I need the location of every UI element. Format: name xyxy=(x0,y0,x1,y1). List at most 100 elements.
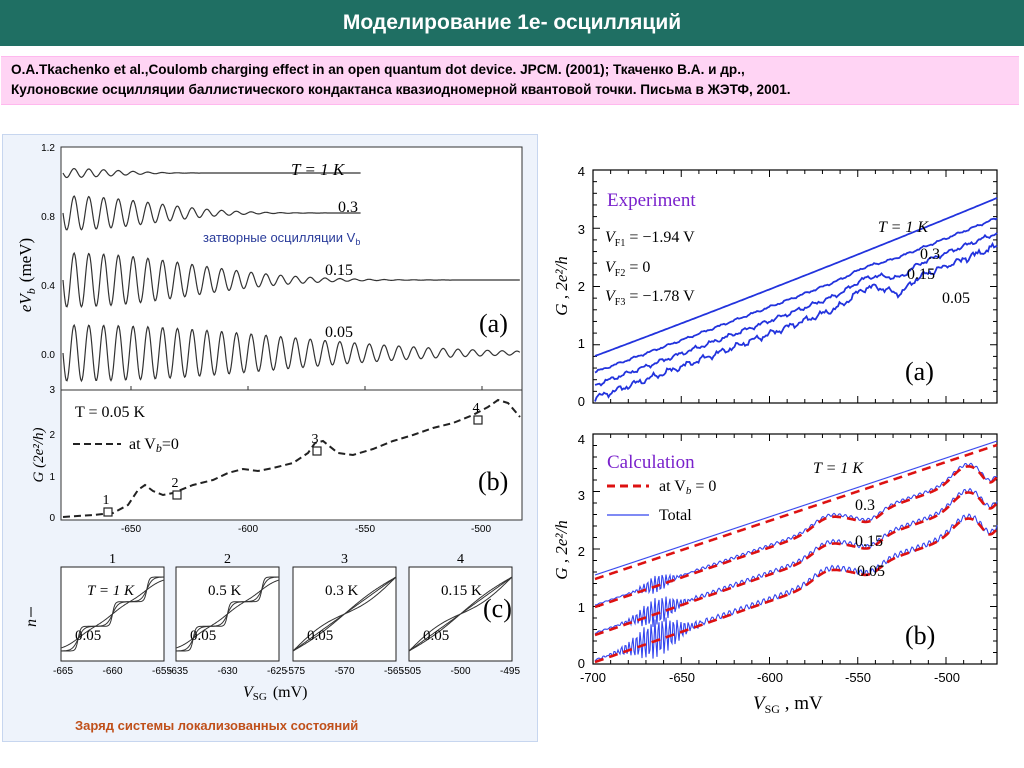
experiment-ylabel: G , 2e²/h xyxy=(552,256,571,315)
calculation-ytick: 3 xyxy=(578,488,585,503)
panel-c-staircase-curve xyxy=(176,576,279,652)
reference-box: O.A.Tkachenko et al.,Coulomb charging ef… xyxy=(1,56,1019,105)
experiment-ytick: 3 xyxy=(578,222,585,237)
calculation-ytick: 0 xyxy=(578,656,585,671)
experiment-title: Experiment xyxy=(607,190,696,211)
panel-b-xtick: -550 xyxy=(355,524,375,535)
experiment-label: (a) xyxy=(905,357,934,386)
experiment-ytick: 0 xyxy=(578,394,585,409)
slide-title: Моделирование 1е- осцилляций xyxy=(0,0,1024,46)
calculation-panel: 4 3 2 1 0 Calculation at Vb = 0 Total T … xyxy=(578,432,998,671)
panel-a-curve-label: 0.15 xyxy=(325,262,353,279)
experiment-curve-label: T = 1 K xyxy=(878,219,929,236)
right-xtick: -500 xyxy=(934,670,960,685)
panel-a-ytick: 1.2 xyxy=(41,143,55,154)
panel-a-ytick: 0.0 xyxy=(41,350,55,361)
panel-b-label: (b) xyxy=(478,467,508,496)
svg-text:G , 2e²/h: G , 2e²/h xyxy=(552,256,571,315)
experiment-ticks xyxy=(592,169,997,404)
panel-a-curve-label: 0.3 xyxy=(338,199,358,216)
panel-b-xtick: -650 xyxy=(121,524,141,535)
panel-a-curve-label: 0.05 xyxy=(325,324,353,341)
calculation-ytick: 2 xyxy=(578,544,585,559)
right-xticks: -700 -650 -600 -550 -500 xyxy=(580,670,960,685)
panel-a-ylabel-sub: b xyxy=(24,288,38,294)
left-figure-panel: 1.2 0.8 0.4 0.0 eVb (meV) T = 1 K 0.3 0.1… xyxy=(2,134,538,742)
panel-b-xticks: -650 -600 -550 -500 xyxy=(121,524,491,535)
experiment-curve-label: 0.05 xyxy=(942,290,970,307)
reference-line-2: Кулоновские осцилляции баллистического к… xyxy=(11,82,791,97)
panel-b-xtick: -500 xyxy=(471,524,491,535)
slide-title-text: Моделирование 1е- осцилляций xyxy=(342,11,682,34)
calculation-ytick: 4 xyxy=(578,432,585,447)
calculation-yticks: 4 3 2 1 0 xyxy=(578,432,585,671)
panel-a-label: (a) xyxy=(479,309,508,338)
experiment-yticks: 4 3 2 1 0 xyxy=(578,164,585,409)
calculation-dashed-curve xyxy=(594,443,998,581)
panel-b-marker-box xyxy=(103,507,113,517)
panel-c-subplot-top-label: 0.5 K xyxy=(208,583,242,599)
panel-b-dashed-curve xyxy=(62,398,521,518)
calculation-legend-solid: Total xyxy=(659,507,692,524)
panel-b-marker-box xyxy=(172,490,182,500)
panel-b-legend-temperature: T = 0.05 K xyxy=(75,404,146,421)
panel-c-xtick: -505 xyxy=(401,666,421,677)
calculation-curve-label: T = 1 K xyxy=(813,460,864,477)
panel-c-staircase-curve xyxy=(292,576,397,652)
panel-c-subplot-number: 1 xyxy=(109,552,116,567)
panel-c-staircase-curve xyxy=(61,576,164,652)
panel-a-ytick: 0.8 xyxy=(41,212,55,223)
right-xtick: -650 xyxy=(669,670,695,685)
experiment-ytick: 4 xyxy=(578,164,585,179)
experiment-curve xyxy=(594,232,998,387)
panel-c-subplot-frame xyxy=(292,566,397,662)
panel-c-xtick: -625 xyxy=(267,666,287,677)
experiment-curve xyxy=(594,197,998,357)
panel-c-xtick: -570 xyxy=(334,666,354,677)
panel-c-xlabel: VSG (mV) xyxy=(243,684,308,703)
svg-text:eVb(meV): eVb (meV) xyxy=(16,238,38,312)
panel-b-marker-label: 4 xyxy=(473,401,480,416)
calculation-legend-dashed: at Vb = 0 xyxy=(659,478,716,497)
panel-b-marker-label: 2 xyxy=(172,476,179,491)
panel-a-frame xyxy=(60,146,523,393)
panel-c-label: (c) xyxy=(483,594,512,623)
panel-c-subplot-top-label: 0.15 K xyxy=(441,583,482,599)
panel-c: 1 T = 1 K 0.05 -665 -660 -655 2 0.5 K 0.05 -635 -6… xyxy=(23,552,520,703)
panel-c-xtick: -575 xyxy=(285,666,305,677)
calculation-total-curve xyxy=(594,440,998,576)
calculation-title: Calculation xyxy=(607,452,695,473)
panel-c-xtick: -635 xyxy=(168,666,188,677)
svg-text:n: n xyxy=(23,619,40,627)
panel-c-staircase-curve xyxy=(408,576,513,652)
panel-a-waves xyxy=(62,167,521,392)
experiment-ytick: 2 xyxy=(578,279,585,294)
calculation-curves xyxy=(594,440,998,664)
right-xtick: -600 xyxy=(757,670,783,685)
panel-c-subplot-bottom-label: 0.05 xyxy=(307,628,333,644)
calculation-ylabel: G , 2e²/h xyxy=(552,520,571,579)
experiment-curves xyxy=(594,197,998,402)
svg-text:G , 2e²/h: G , 2e²/h xyxy=(552,520,571,579)
panel-a-ylabel: eVb (meV) xyxy=(16,238,38,312)
svg-text:G (2e²/h): G (2e²/h) xyxy=(31,428,47,483)
panel-c-subplot-bottom-label: 0.05 xyxy=(190,628,216,644)
experiment-curve-label: 0.15 xyxy=(907,266,935,283)
panel-b-ytick: 0 xyxy=(49,513,55,524)
experiment-panel: 4 3 2 1 0 Experiment VF1 = −1.94 V VF2 =… xyxy=(578,164,998,409)
experiment-curve-label: 0.3 xyxy=(920,246,940,263)
panel-c-subplots: 1 T = 1 K 0.05 -665 -660 -655 2 0.5 K 0.05 -635 -6… xyxy=(53,552,520,677)
panel-c-xtick: -495 xyxy=(500,666,520,677)
experiment-ytick: 1 xyxy=(578,336,585,351)
right-figure-svg: 4 3 2 1 0 Experiment VF1 = −1.94 V VF2 =… xyxy=(552,164,998,716)
panel-a-ylabel-unit: (meV) xyxy=(16,238,35,282)
panel-a-ylabel-text: eV xyxy=(16,292,35,313)
panel-a-yticks: 1.2 0.8 0.4 0.0 xyxy=(41,143,55,361)
panel-c-subplot-number: 2 xyxy=(224,552,231,567)
panel-c-xtick: -630 xyxy=(217,666,237,677)
reference-line-1: O.A.Tkachenko et al.,Coulomb charging ef… xyxy=(11,62,745,77)
experiment-param: VF2 = 0 xyxy=(605,259,650,279)
panel-a-ytick: 0.4 xyxy=(41,281,55,292)
calculation-label: (b) xyxy=(905,621,935,650)
panel-c-subplot-number: 4 xyxy=(457,552,464,567)
